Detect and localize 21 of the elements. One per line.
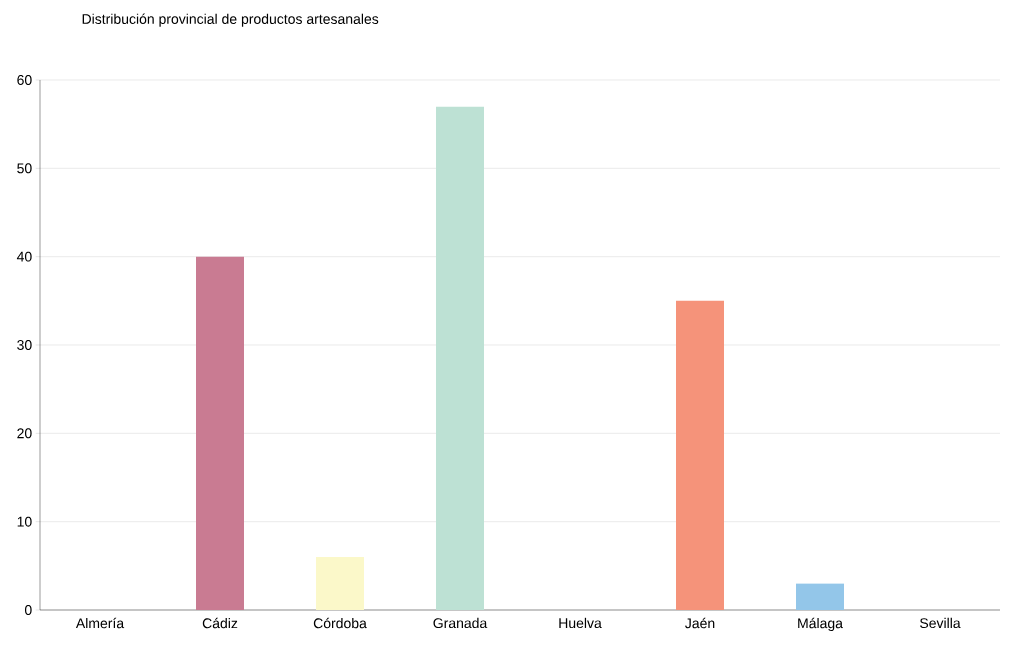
bar [796,583,845,610]
x-tick-label: Málaga [798,617,843,632]
chart-title: Distribución provincial de productos artesanales [82,13,379,27]
y-tick-label: 40 [16,251,32,262]
y-tick-label: 50 [17,163,32,174]
x-tick-label: Cádiz [202,617,238,629]
x-tick-label: Córdoba [313,617,367,629]
x-tick-label: Jaén [685,617,715,629]
bar [196,256,244,610]
x-tick-label: Almería [75,617,125,629]
y-tick-label: 20 [17,428,32,439]
bar [436,106,485,610]
x-tick-label: Huelva [559,617,602,629]
y-tick-label: 0 [24,605,32,615]
bar [316,557,365,610]
y-tick-label: 10 [17,516,32,527]
x-tick-label: Granada [433,617,488,629]
y-tick-label: 60 [17,75,32,85]
y-tick-label: 30 [17,340,32,350]
bar [676,300,725,610]
x-tick-label: Sevilla [920,617,961,629]
